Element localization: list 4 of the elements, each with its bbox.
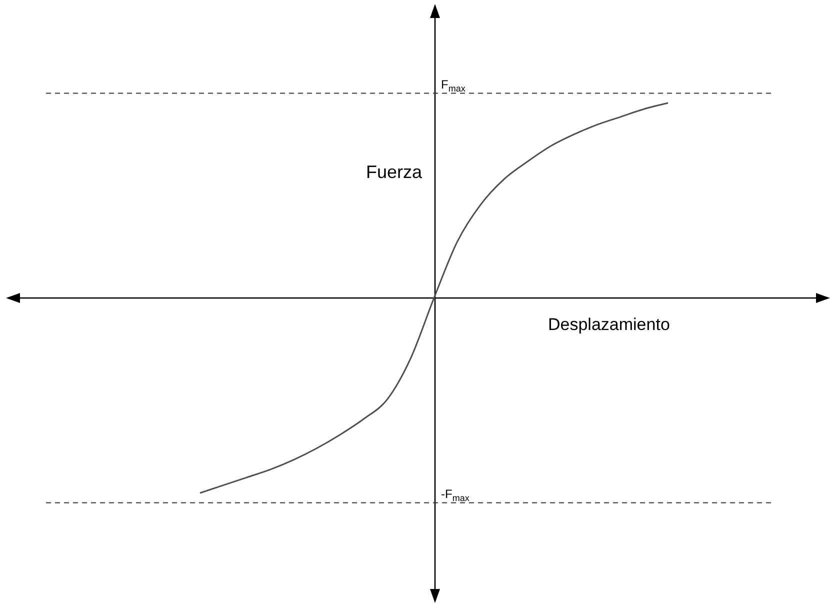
y-axis-title: Fuerza — [366, 162, 423, 182]
ref-line-label: F$_{max}$ — [441, 77, 466, 93]
x-axis-title: Desplazamiento — [548, 315, 670, 334]
ref-line-label: -F$_{max}$ — [441, 486, 470, 502]
